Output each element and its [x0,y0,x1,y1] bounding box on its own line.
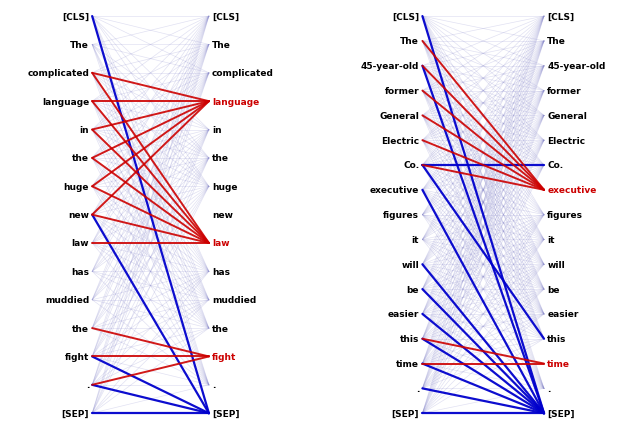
Text: new: new [68,210,89,220]
Text: .: . [416,384,419,393]
Text: 45-year-old: 45-year-old [361,62,419,71]
Text: [SEP]: [SEP] [212,409,239,418]
Text: [CLS]: [CLS] [212,12,239,22]
Text: time: time [396,359,419,368]
Text: fight: fight [212,352,236,361]
Text: it: it [412,236,419,245]
Text: [CLS]: [CLS] [392,12,419,22]
Text: General: General [547,112,587,121]
Text: huge: huge [212,182,237,191]
Text: easier: easier [547,310,579,319]
Text: [SEP]: [SEP] [547,409,575,418]
Text: in: in [79,126,89,135]
Text: Electric: Electric [547,136,586,145]
Text: .: . [86,380,89,389]
Text: be: be [406,285,419,294]
Text: language: language [212,98,259,106]
Text: this: this [547,334,566,343]
Text: law: law [72,239,89,248]
Text: Co.: Co. [403,161,419,170]
Text: .: . [547,384,550,393]
Text: law: law [212,239,230,248]
Text: executive: executive [370,186,419,195]
Text: easier: easier [388,310,419,319]
Text: The: The [212,41,231,50]
Text: Co.: Co. [547,161,563,170]
Text: .: . [212,380,215,389]
Text: The: The [70,41,89,50]
Text: will: will [401,260,419,269]
Text: has: has [71,267,89,276]
Text: time: time [547,359,570,368]
Text: 45-year-old: 45-year-old [547,62,605,71]
Text: [SEP]: [SEP] [392,409,419,418]
Text: in: in [212,126,221,135]
Text: General: General [380,112,419,121]
Text: will: will [547,260,565,269]
Text: has: has [212,267,230,276]
Text: complicated: complicated [28,69,89,78]
Text: former: former [547,87,582,96]
Text: figures: figures [383,210,419,220]
Text: new: new [212,210,233,220]
Text: Electric: Electric [381,136,419,145]
Text: this: this [400,334,419,343]
Text: it: it [547,236,555,245]
Text: muddied: muddied [45,296,89,305]
Text: huge: huge [63,182,89,191]
Text: muddied: muddied [212,296,256,305]
Text: former: former [385,87,419,96]
Text: [SEP]: [SEP] [61,409,89,418]
Text: the: the [72,324,89,333]
Text: fight: fight [65,352,89,361]
Text: [CLS]: [CLS] [547,12,574,22]
Text: figures: figures [547,210,583,220]
Text: The: The [401,37,419,46]
Text: complicated: complicated [212,69,274,78]
Text: executive: executive [547,186,596,195]
Text: The: The [547,37,566,46]
Text: the: the [212,324,229,333]
Text: the: the [212,154,229,163]
Text: the: the [72,154,89,163]
Text: [CLS]: [CLS] [62,12,89,22]
Text: language: language [42,98,89,106]
Text: be: be [547,285,560,294]
